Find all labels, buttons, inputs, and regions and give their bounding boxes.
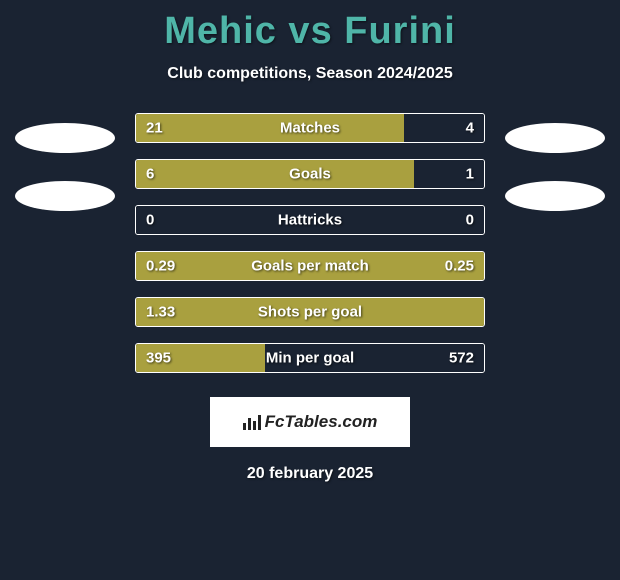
stat-value-left: 21: [146, 120, 163, 137]
stat-value-right: 1: [466, 166, 474, 183]
player-right-marks: [505, 113, 605, 211]
stat-value-left: 1.33: [146, 304, 175, 321]
stat-row: 1.33 Shots per goal: [135, 297, 485, 327]
stat-value-right: 0.25: [445, 258, 474, 275]
bar-left-fill: [136, 160, 414, 188]
stat-row: 21 4 Matches: [135, 113, 485, 143]
stat-row: 0 0 Hattricks: [135, 205, 485, 235]
stat-label: Matches: [280, 120, 340, 137]
stat-value-left: 0: [146, 212, 154, 229]
stat-value-right: 0: [466, 212, 474, 229]
date-text: 20 february 2025: [0, 465, 620, 483]
stat-value-left: 395: [146, 350, 171, 367]
player-oval-left: [15, 123, 115, 153]
page-title: Mehic vs Furini: [0, 10, 620, 53]
stat-label: Goals: [289, 166, 331, 183]
stat-label: Shots per goal: [258, 304, 362, 321]
stat-label: Hattricks: [278, 212, 342, 229]
player-oval-left: [15, 181, 115, 211]
logo-label: FcTables.com: [265, 412, 378, 432]
stats-area: 21 4 Matches 6 1 Goals 0 0 Hattricks 0.29 0.25 Goal…: [0, 113, 620, 373]
subtitle: Club competitions, Season 2024/2025: [0, 65, 620, 83]
player-left-marks: [15, 113, 115, 211]
stat-bars: 21 4 Matches 6 1 Goals 0 0 Hattricks 0.29 0.25 Goal…: [135, 113, 485, 373]
stat-label: Goals per match: [251, 258, 369, 275]
player-oval-right: [505, 181, 605, 211]
bar-left-fill: [136, 114, 404, 142]
bar-chart-icon: [243, 415, 261, 430]
stat-value-right: 4: [466, 120, 474, 137]
stat-value-left: 0.29: [146, 258, 175, 275]
stat-row: 395 572 Min per goal: [135, 343, 485, 373]
player-oval-right: [505, 123, 605, 153]
fctables-logo[interactable]: FcTables.com: [210, 397, 410, 447]
stat-value-left: 6: [146, 166, 154, 183]
stat-row: 6 1 Goals: [135, 159, 485, 189]
stat-row: 0.29 0.25 Goals per match: [135, 251, 485, 281]
stat-value-right: 572: [449, 350, 474, 367]
stat-label: Min per goal: [266, 350, 354, 367]
logo-text: FcTables.com: [243, 412, 378, 432]
